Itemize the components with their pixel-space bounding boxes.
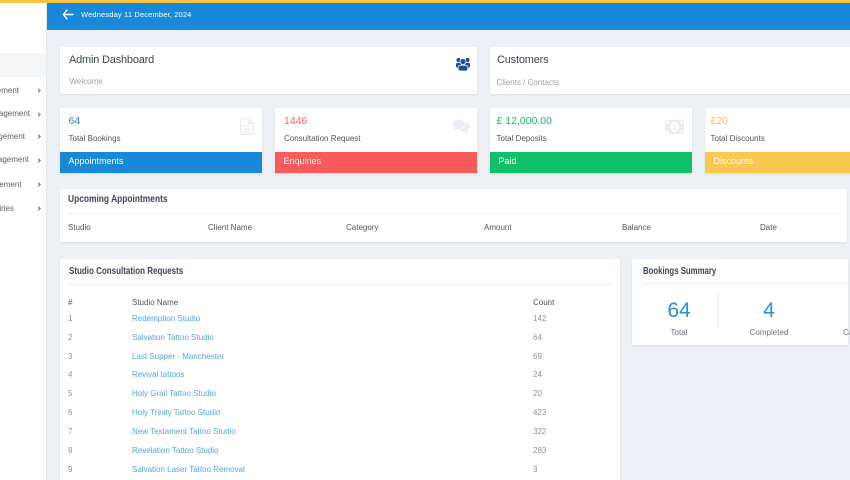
svg-text:1: 1 xyxy=(672,122,677,132)
